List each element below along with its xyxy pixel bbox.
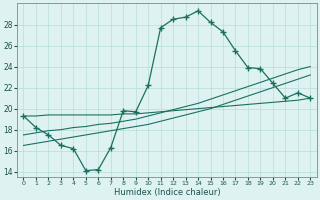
X-axis label: Humidex (Indice chaleur): Humidex (Indice chaleur) [114, 188, 220, 197]
